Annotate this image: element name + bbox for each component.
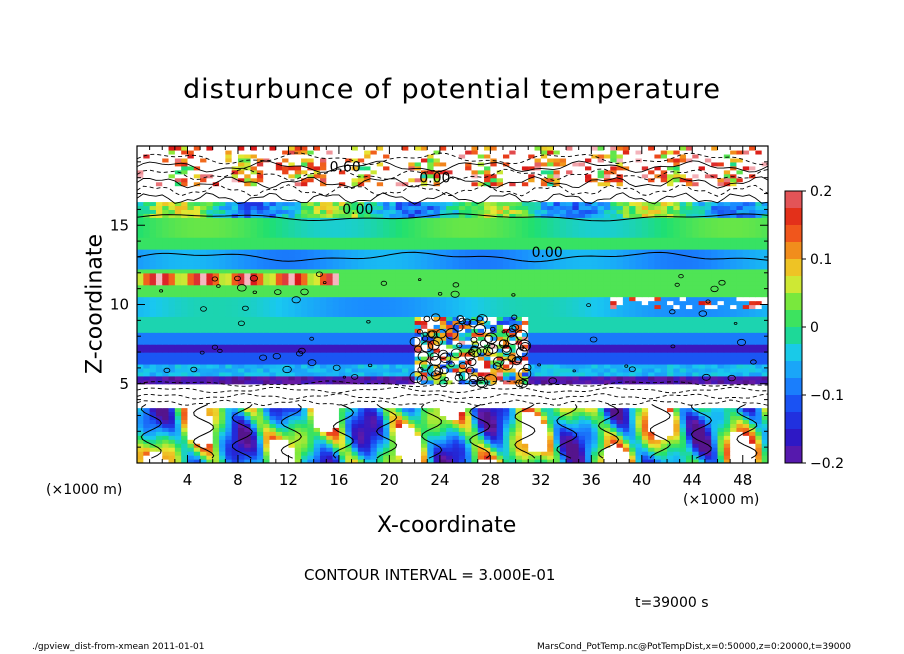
contour-lines (137, 152, 768, 459)
x-tick-label: 24 (430, 471, 449, 489)
x-tick-label: 40 (632, 471, 651, 489)
x-tick-label: 12 (279, 471, 298, 489)
x-tick-label: 16 (329, 471, 348, 489)
x-tick-label: 48 (733, 471, 752, 489)
footer-data-source: MarsCond_PotTemp.nc@PotTempDist,x=0:5000… (537, 642, 851, 652)
colorbar-tick-label: 0 (810, 320, 819, 336)
x-axis: 4 8 12 16 20 24 28 32 36 40 44 48 (149, 146, 756, 489)
time-label: t=39000 s (635, 595, 709, 611)
contour-labels: 0.60 0.00 0.00 0.00 (330, 159, 563, 261)
contour-label: 0.00 (419, 170, 450, 186)
chart-title: disturbunce of potential temperature (183, 74, 721, 105)
colorbar-tick-label: −0.2 (810, 456, 844, 472)
y-axis-label: Z-coordinate (82, 234, 108, 374)
footer-script-name: ./gpview_dist-from-xmean 2011-01-01 (32, 642, 205, 652)
x-tick-label: 36 (582, 471, 601, 489)
colorbar-tick-label: 0.1 (810, 252, 832, 268)
heatmap-field (137, 146, 768, 463)
contour-label: 0.60 (330, 159, 361, 175)
x-unit-label-right: (×1000 m) (683, 492, 760, 508)
contour-interval-text: CONTOUR INTERVAL = 3.000E-01 (304, 566, 556, 584)
colorbar-tick-label: 0.2 (810, 184, 832, 200)
y-tick-label: 5 (119, 375, 129, 393)
x-tick-label: 8 (233, 471, 243, 489)
y-tick-label: 15 (110, 216, 129, 234)
contour-label: 0.00 (532, 245, 563, 261)
x-axis-label: X-coordinate (377, 513, 517, 538)
x-tick-label: 4 (183, 471, 193, 489)
y-axis: 5 10 15 (110, 161, 768, 448)
y-tick-label: 10 (110, 296, 129, 314)
x-unit-label-left: (×1000 m) (46, 482, 123, 498)
x-tick-label: 20 (380, 471, 399, 489)
colorbar-tick-label: −0.1 (810, 388, 844, 404)
contour-label: 0.00 (342, 202, 373, 218)
colorbar: 0.2 0.1 0 −0.1 −0.2 (784, 184, 844, 472)
x-tick-label: 28 (481, 471, 500, 489)
x-tick-label: 32 (531, 471, 550, 489)
x-tick-label: 44 (683, 471, 702, 489)
